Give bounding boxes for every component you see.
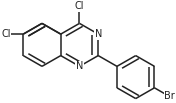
Text: Br: Br: [164, 91, 175, 101]
Text: N: N: [76, 61, 83, 71]
Text: Cl: Cl: [75, 1, 84, 11]
Text: N: N: [95, 29, 102, 39]
Text: Cl: Cl: [1, 29, 11, 39]
